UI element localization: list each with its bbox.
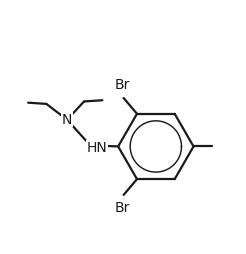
Text: N: N bbox=[62, 113, 72, 127]
Text: Br: Br bbox=[115, 78, 130, 92]
Text: Br: Br bbox=[115, 201, 130, 215]
Text: HN: HN bbox=[86, 141, 107, 155]
